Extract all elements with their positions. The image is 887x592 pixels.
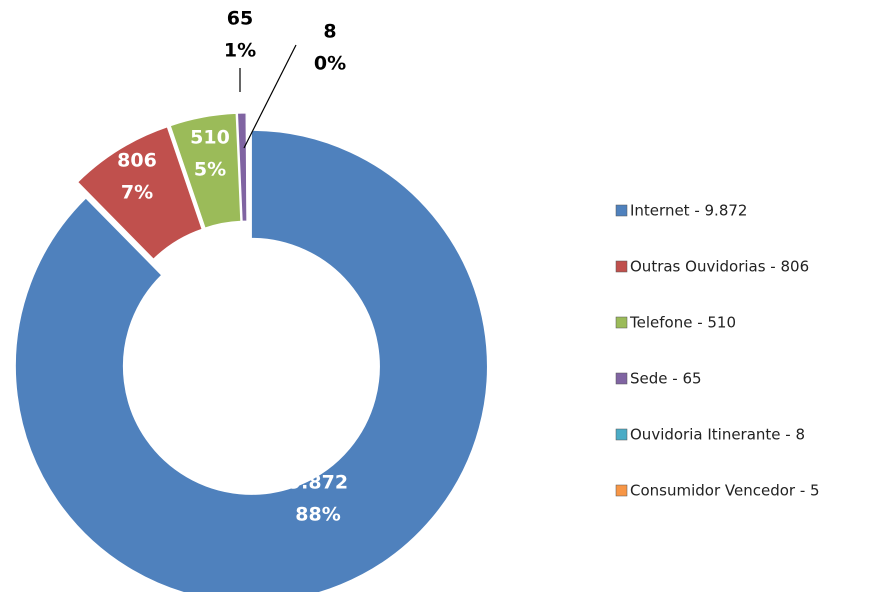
data-label: 65 xyxy=(227,8,253,30)
percent-label: 5% xyxy=(194,159,226,181)
donut-slice xyxy=(246,112,249,222)
data-label: 510 xyxy=(190,127,230,149)
data-label: 9.872 xyxy=(288,472,348,494)
legend-swatch xyxy=(615,260,628,273)
legend-swatch xyxy=(615,316,628,329)
legend-label: Consumidor Vencedor - 5 xyxy=(630,482,820,500)
percent-label: 1% xyxy=(224,40,256,62)
legend-swatch xyxy=(615,204,628,217)
data-label: 806 xyxy=(117,150,157,172)
legend-swatch xyxy=(615,372,628,385)
legend-swatch xyxy=(615,484,628,497)
data-label: 8 xyxy=(323,21,336,43)
legend-label: Sede - 65 xyxy=(630,370,702,388)
donut-slice xyxy=(169,112,242,229)
donut-slice xyxy=(77,126,203,260)
legend-label: Internet - 9.872 xyxy=(630,202,747,220)
legend-swatch xyxy=(615,428,628,441)
legend-label: Telefone - 510 xyxy=(629,314,736,332)
percent-label: 88% xyxy=(295,504,340,526)
leader-line xyxy=(243,44,297,149)
legend-label: Outras Ouvidorias - 806 xyxy=(630,258,809,276)
percent-label: 0% xyxy=(314,53,346,75)
legend-label: Ouvidoria Itinerante - 8 xyxy=(630,426,805,444)
donut-slice xyxy=(14,129,488,592)
percent-label: 7% xyxy=(121,182,153,204)
